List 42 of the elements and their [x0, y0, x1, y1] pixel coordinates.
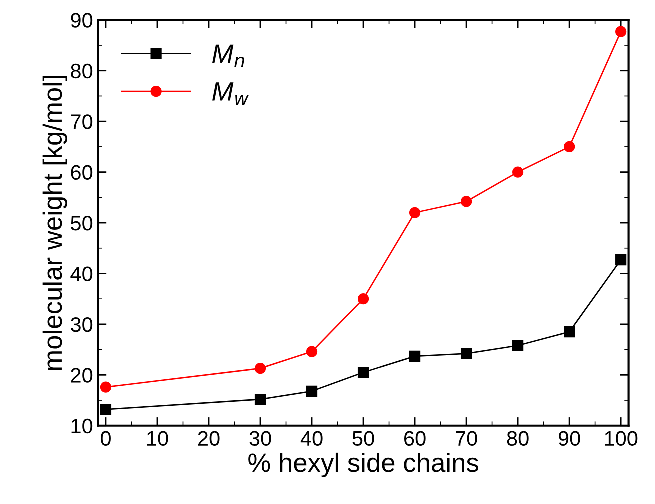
point [460, 196, 472, 208]
y-tick-label: 10 [72, 418, 93, 434]
x-tick-label: 60 [404, 431, 426, 446]
y-tick-label: 60 [71, 165, 93, 180]
x-axis-title: % hexyl side chains [248, 452, 478, 478]
point [100, 382, 112, 393]
point [306, 346, 318, 358]
point [409, 350, 421, 362]
point [100, 404, 112, 416]
x-tick-label: 20 [198, 431, 220, 446]
point [564, 141, 576, 153]
point [512, 340, 524, 352]
point [306, 386, 318, 397]
point [358, 294, 370, 305]
point [409, 207, 421, 218]
y-tick-label: 40 [70, 266, 93, 282]
y-tick-label: 90 [71, 13, 93, 28]
point [254, 363, 266, 374]
point [616, 26, 627, 38]
x-tick-label: 40 [300, 431, 323, 446]
x-tick-label: 50 [352, 431, 374, 446]
x-tick-label: 90 [558, 431, 580, 446]
y-tick-label: 20 [71, 368, 93, 383]
point [512, 166, 524, 178]
point [358, 367, 370, 378]
legend-label: M$_{w}$ [212, 82, 250, 106]
point [564, 326, 576, 338]
y-tick-label: 80 [71, 64, 93, 79]
x-tick-label: 10 [147, 431, 168, 446]
point [254, 394, 266, 406]
y-axis-title: molecular weight [kg/mol] [42, 76, 68, 370]
y-tick-label: 70 [71, 114, 93, 130]
y-tick-label: 30 [71, 317, 93, 332]
x-tick-label: 100 [605, 431, 638, 446]
x-tick-label: 30 [250, 431, 272, 446]
x-tick-label: 70 [456, 431, 478, 446]
point [616, 254, 627, 266]
legend-label: M$_{n}$ [212, 44, 244, 68]
x-tick-label: 80 [507, 431, 529, 446]
x-tick-label: 0 [101, 431, 111, 446]
point [460, 348, 472, 360]
y-tick-label: 50 [71, 216, 93, 231]
